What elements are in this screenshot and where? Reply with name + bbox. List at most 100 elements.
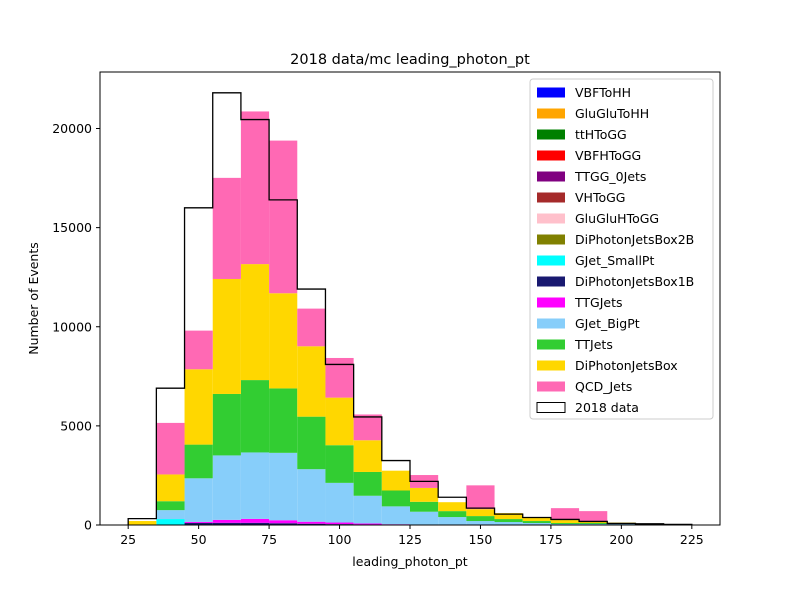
legend-label-glugluhtogg: GluGluHToGG [575, 211, 659, 226]
x-axis-label: leading_photon_pt [352, 554, 467, 569]
bar-ttjets-bin-3 [212, 393, 241, 456]
bar-ttgjets-bin-6 [297, 521, 326, 524]
bar-qcd-jets-bin-5 [269, 140, 298, 294]
x-tick-label: 75 [261, 532, 277, 547]
legend-swatch-glugluhtogg [537, 213, 565, 224]
bar-diphotonjetsbox-bin-14 [522, 517, 551, 522]
y-axis: 0 5000 10000 15000 20000 [52, 121, 100, 533]
bar-ttjets-bin-2 [184, 444, 213, 479]
bar-qcd-jets-bin-16 [579, 511, 608, 522]
data-step-line [127, 92, 693, 526]
x-tick-label: 200 [609, 532, 633, 547]
bar-ttjets-bin-16 [579, 523, 608, 525]
bar-diphotonjetsbox-bin-3 [212, 278, 241, 394]
bar-gjet-bigpt-bin-12 [466, 521, 495, 525]
bar-gjet-bigpt-bin-11 [438, 517, 467, 525]
bar-ttgjets-bin-2 [184, 521, 213, 523]
bar-diphotonjetsbox1b-bin-3 [212, 522, 241, 525]
legend-swatch-2018-data [536, 402, 566, 413]
bar-qcd-jets-bin-15 [550, 508, 580, 521]
bar-gjet-bigpt-bin-3 [212, 455, 241, 520]
bar-ttjets-bin-8 [353, 471, 382, 496]
bar-qcd-jets-bin-4 [240, 111, 270, 265]
legend-swatch-vbftohh [537, 87, 565, 98]
bar-ttgjets-bin-7 [325, 522, 354, 525]
legend-label-diphotonjetsbox: DiPhotonJetsBox [575, 358, 678, 373]
legend-swatch-tthtogg [537, 129, 565, 140]
bar-ttjets-bin-1 [156, 501, 185, 511]
bar-gjet-bigpt-bin-2 [184, 478, 213, 522]
legend-label-gluglutohh: GluGluToHH [575, 106, 649, 121]
legend-swatch-diphotonjetsbox1b [537, 276, 565, 287]
legend-label-ttgjets: TTGJets [574, 295, 623, 310]
y-tick-label: 0 [84, 518, 92, 533]
bar-ttgjets-bin-5 [269, 520, 298, 524]
x-tick-label: 25 [120, 532, 136, 547]
x-tick-label: 125 [398, 532, 422, 547]
legend-swatch-gluglutohh [537, 108, 565, 119]
bar-ttjets-bin-6 [297, 416, 326, 470]
bar-diphotonjetsbox-bin-2 [184, 369, 213, 445]
legend-label-gjet-bigpt: GJet_BigPt [575, 316, 640, 331]
legend-swatch-ttgg-0jets [537, 171, 565, 182]
y-tick-label: 15000 [52, 220, 92, 235]
x-tick-label: 100 [328, 532, 352, 547]
bar-gjet-bigpt-bin-14 [522, 523, 551, 525]
bar-qcd-jets-bin-2 [184, 330, 213, 370]
bar-diphotonjetsbox-bin-15 [550, 520, 580, 524]
legend-label-vbfhtogg: VBFHToGG [575, 148, 641, 163]
bar-diphotonjetsbox-bin-9 [381, 470, 410, 491]
legend: VBFToHH GluGluToHH ttHToGG VBFHToGG TTGG_0Je… [529, 78, 714, 420]
bar-qcd-jets-bin-6 [297, 308, 326, 347]
legend-label-tthtogg: ttHToGG [575, 127, 627, 142]
bar-ttgjets-bin-3 [212, 519, 241, 523]
bar-gjet-bigpt-bin-8 [353, 495, 382, 524]
chart-title: 2018 data/mc leading_photon_pt [290, 52, 530, 68]
bar-ttjets-bin-12 [466, 516, 495, 522]
bar-diphotonjetsbox-bin-0 [128, 521, 157, 525]
legend-swatch-ttjets [537, 339, 565, 350]
bar-gjet-bigpt-bin-5 [269, 452, 298, 521]
legend-swatch-qcd-jets [537, 381, 565, 392]
legend-frame [529, 78, 714, 420]
bar-qcd-jets-bin-3 [212, 177, 241, 279]
bar-gjet-smallpt-bin-1 [156, 519, 185, 525]
bar-diphotonjetsbox1b-bin-2 [184, 522, 213, 525]
bar-ttjets-bin-13 [494, 519, 523, 523]
bar-diphotonjetsbox-bin-6 [297, 346, 326, 417]
bar-diphotonjetsbox-bin-10 [410, 487, 439, 502]
bar-ttgjets-bin-4 [240, 518, 270, 523]
y-tick-label: 20000 [52, 121, 92, 136]
bar-gjet-bigpt-bin-1 [156, 510, 185, 520]
legend-label-2018-data: 2018 data [575, 400, 639, 415]
legend-swatch-gjet-smallpt [537, 255, 565, 266]
legend-swatch-diphotonjetsbox [537, 360, 565, 371]
bar-ttjets-bin-10 [410, 501, 439, 512]
legend-label-vhtogg: VHToGG [575, 190, 625, 205]
bar-ttjets-bin-4 [240, 380, 270, 453]
bar-qcd-jets-bin-1 [156, 422, 185, 475]
legend-label-gjet-smallpt: GJet_SmallPt [575, 253, 654, 268]
legend-label-diphotonjetsbox1b: DiPhotonJetsBox1B [575, 274, 694, 289]
bar-diphotonjetsbox-bin-1 [156, 474, 185, 502]
x-tick-label: 175 [539, 532, 563, 547]
y-tick-label: 10000 [52, 319, 92, 334]
legend-label-vbftohh: VBFToHH [575, 85, 631, 100]
bar-gjet-bigpt-bin-6 [297, 469, 326, 522]
bar-ttjets-bin-7 [325, 445, 354, 483]
y-tick-label: 5000 [60, 418, 92, 433]
bar-diphotonjetsbox-bin-7 [325, 397, 354, 446]
bar-diphotonjetsbox-bin-5 [269, 293, 298, 389]
bar-diphotonjetsbox-bin-4 [240, 264, 270, 381]
x-tick-label: 150 [469, 532, 493, 547]
bar-ttjets-bin-5 [269, 388, 298, 453]
legend-swatch-gjet-bigpt [537, 318, 565, 329]
legend-label-ttjets: TTJets [574, 337, 613, 352]
legend-swatch-ttgjets [537, 297, 565, 308]
legend-swatch-vbfhtogg [537, 150, 565, 161]
bar-qcd-jets-bin-8 [353, 414, 382, 441]
bar-diphotonjetsbox-bin-12 [466, 509, 495, 517]
x-tick-label: 225 [680, 532, 704, 547]
bar-ttjets-bin-9 [381, 490, 410, 507]
